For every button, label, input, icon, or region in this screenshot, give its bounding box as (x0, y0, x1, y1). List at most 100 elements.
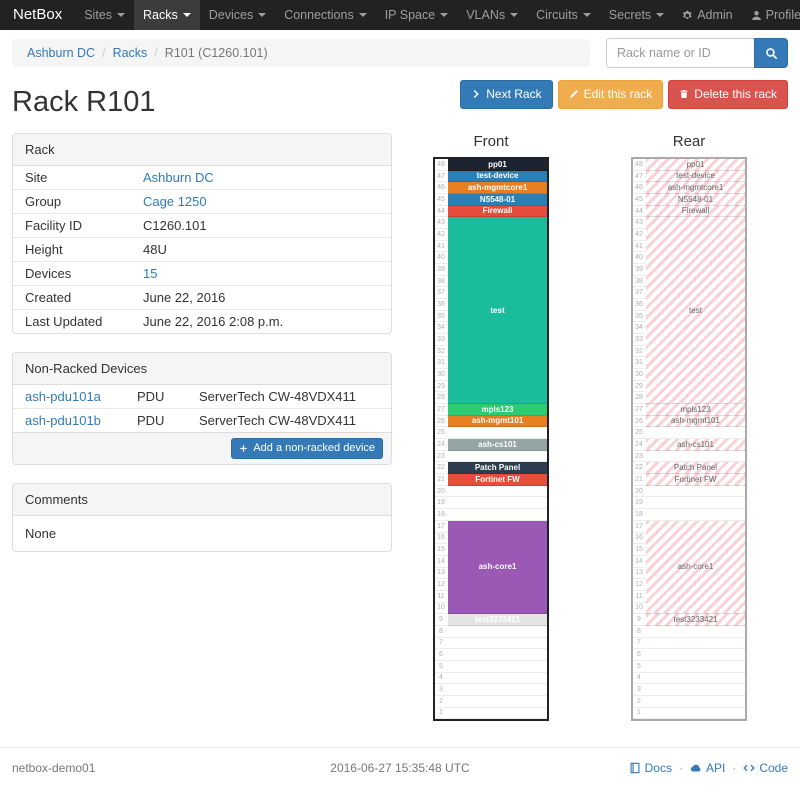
device-rear-n5548-01[interactable]: N5548-01 (646, 194, 745, 206)
unit-number: 7 (439, 639, 443, 647)
unit-number: 28 (635, 394, 643, 402)
non-racked-row-ash-pdu101b: ash-pdu101b PDU ServerTech CW-48VDX411 (13, 408, 391, 432)
device-front-patch-panel[interactable]: Patch Panel (448, 462, 547, 474)
search-input[interactable] (606, 38, 754, 68)
rack-unit-front-19: 19 (435, 497, 547, 510)
unit-number: 40 (437, 254, 445, 262)
device-rear-ash-core1[interactable]: ash-core1 (646, 520, 745, 614)
add-non-racked-device-button[interactable]: Add a non-racked device (231, 438, 383, 460)
unit-number: 3 (637, 686, 641, 694)
device-rear-ash-cs101[interactable]: ash-cs101 (646, 439, 745, 451)
unit-number: 36 (437, 300, 445, 308)
rack-search (606, 38, 788, 68)
nav-item-secrets[interactable]: Secrets (600, 0, 673, 30)
device-front-test[interactable]: test (448, 217, 547, 404)
page-title: Rack R101 (12, 86, 156, 118)
device-link[interactable]: ash-pdu101b (13, 408, 125, 432)
breadcrumb-row: Ashburn DC / Racks / R101 (C1260.101) (12, 38, 788, 68)
device-front-ash-mgmt101[interactable]: ash-mgmt101 (448, 415, 547, 428)
nav-item-connections[interactable]: Connections (275, 0, 376, 30)
footer-link-api[interactable]: API (690, 761, 725, 775)
device-rear-ash-mgmtcore1[interactable]: ash-mgmtcore1 (646, 182, 745, 194)
device-front-test3233421[interactable]: test3233421 (448, 614, 547, 626)
attr-value[interactable]: Cage 1250 (131, 189, 391, 214)
rack-unit-rear-1: 1 (633, 708, 745, 720)
device-rear-firewall[interactable]: Firewall (646, 205, 745, 218)
caret-down-icon (510, 13, 519, 17)
device-role: PDU (137, 389, 165, 404)
device-front-firewall[interactable]: Firewall (448, 205, 547, 218)
rack-attr-row-group: Group Cage 1250 (13, 189, 391, 214)
non-racked-panel: Non-Racked Devices ash-pdu101a PDU ServerT… (12, 352, 392, 466)
attr-value[interactable]: Ashburn DC (143, 170, 214, 185)
edit-rack-button[interactable]: Edit this rack (557, 80, 664, 109)
rack-unit-front-23: 23 (435, 451, 547, 463)
nav-item-sites[interactable]: Sites (75, 0, 134, 30)
device-front-n5548-01[interactable]: N5548-01 (448, 194, 547, 206)
device-rear-test[interactable]: test (646, 217, 745, 404)
device-front-ash-cs101[interactable]: ash-cs101 (448, 439, 547, 451)
unit-number: 2 (637, 697, 641, 705)
breadcrumb-item-r101-c1260-101: R101 (C1260.101) (164, 46, 268, 60)
unit-number: 39 (635, 265, 643, 273)
nav-item-racks[interactable]: Racks (134, 0, 200, 30)
nav-item-devices[interactable]: Devices (200, 0, 275, 30)
unit-number: 39 (437, 265, 445, 273)
device-link[interactable]: ash-pdu101a (25, 389, 101, 404)
unit-number: 38 (437, 277, 445, 285)
footer-links: Docs · API · Code (629, 761, 788, 775)
rack-attr-row-created: Created June 22, 2016 (13, 285, 391, 310)
top-navbar: NetBox Sites Racks Devices Connections IP Sp… (0, 0, 800, 30)
next-rack-button[interactable]: Next Rack (460, 80, 553, 109)
device-front-ash-mgmtcore1[interactable]: ash-mgmtcore1 (448, 182, 547, 194)
rack-unit-rear-23: 23 (633, 451, 745, 463)
breadcrumb-item-ashburn-dc[interactable]: Ashburn DC (27, 46, 96, 60)
rack-unit-front-8: 8 (435, 626, 547, 638)
device-front-fortinet-fw[interactable]: Fortinet FW (448, 474, 547, 486)
caret-down-icon (117, 13, 125, 17)
device-rear-mpls123[interactable]: mpls123 (646, 404, 745, 416)
nav-item-profile[interactable]: Profile (742, 0, 800, 30)
unit-number: 15 (437, 546, 445, 553)
unit-number: 38 (635, 277, 643, 285)
rack-unit-rear-5: 5 (633, 661, 745, 673)
unit-number: 41 (437, 242, 445, 250)
gear-icon (682, 10, 693, 21)
nav-item-ip-space[interactable]: IP Space (376, 0, 458, 30)
device-front-mpls123[interactable]: mpls123 (448, 404, 547, 416)
footer-link-code[interactable]: Code (743, 761, 788, 775)
device-rear-ash-mgmt101[interactable]: ash-mgmt101 (646, 415, 745, 428)
device-rear-fortinet-fw[interactable]: Fortinet FW (646, 474, 745, 486)
device-rear-test3233421[interactable]: test3233421 (646, 614, 745, 626)
attr-value[interactable]: 15 (131, 261, 391, 286)
edit-rack-label: Edit this rack (583, 87, 653, 101)
unit-number: 35 (635, 312, 643, 320)
unit-number: 45 (437, 195, 445, 203)
unit-number: 47 (635, 172, 643, 180)
action-buttons: Next Rack Edit this rack Delete this rac… (460, 80, 788, 109)
unit-number: 37 (437, 289, 445, 297)
nav-item-vlans[interactable]: VLANs (457, 0, 527, 30)
breadcrumb-item-racks[interactable]: Racks (112, 46, 148, 60)
device-front-ash-core1[interactable]: ash-core1 (448, 520, 547, 614)
unit-number: 12 (437, 581, 445, 589)
device-rear-test-device[interactable]: test-device (646, 170, 745, 183)
unit-number: 40 (635, 254, 643, 262)
footer-link-docs[interactable]: Docs (629, 761, 672, 775)
brand-netbox[interactable]: NetBox (13, 6, 63, 23)
search-button[interactable] (754, 38, 788, 68)
unit-number: 19 (635, 499, 643, 507)
unit-number: 6 (439, 651, 443, 659)
delete-rack-button[interactable]: Delete this rack (668, 80, 788, 109)
device-rear-pp01[interactable]: pp01 (646, 159, 745, 171)
breadcrumb: Ashburn DC / Racks / R101 (C1260.101) (12, 39, 590, 67)
unit-number: 5 (637, 662, 641, 670)
device-front-test-device[interactable]: test-device (448, 170, 547, 183)
device-rear-patch-panel[interactable]: Patch Panel (646, 462, 745, 474)
plus-icon (239, 444, 248, 453)
nav-item-circuits[interactable]: Circuits (527, 0, 600, 30)
nav-item-admin[interactable]: Admin (673, 0, 741, 30)
device-front-pp01[interactable]: pp01 (448, 159, 547, 171)
unit-number: 23 (437, 452, 445, 460)
rack-attr-row-height: Height 48U (13, 237, 391, 262)
